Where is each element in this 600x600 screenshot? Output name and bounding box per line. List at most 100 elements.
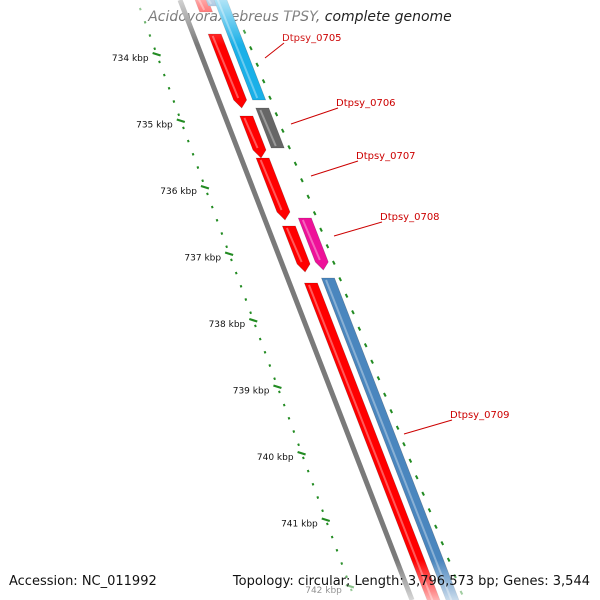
- bottom-fade: [250, 560, 470, 600]
- ruler-dot: [182, 126, 185, 130]
- outer-ring-dot: [325, 244, 330, 249]
- ruler-dot: [186, 139, 190, 143]
- ruler-major-tick: [224, 251, 234, 257]
- genome-summary-text: Topology: circular; Length: 3,796,573 bp…: [232, 574, 590, 589]
- outer-ring-dot: [319, 227, 323, 232]
- feature-layer: [194, 0, 460, 600]
- ruler-dot: [282, 403, 286, 407]
- ruler-dot: [220, 232, 224, 235]
- ruler-tick-label: 737 kbp: [184, 254, 221, 264]
- outer-ring-dot: [351, 310, 355, 315]
- outer-ring-dot: [274, 112, 279, 117]
- gene-label-dtpsy-0709: Dtpsy_0709: [450, 410, 510, 421]
- ruler-major-tick: [248, 317, 258, 323]
- ruler-major-tick: [200, 184, 210, 190]
- ruler-tick-label: 734 kbp: [112, 54, 149, 64]
- ruler-dot: [321, 509, 324, 513]
- ruler-dot: [330, 535, 334, 539]
- ruler-dot: [287, 416, 291, 420]
- top-fade: [120, 0, 320, 45]
- gene-leader-line: [403, 419, 453, 435]
- outer-ring-dot: [408, 458, 413, 463]
- cds-feature-highlight: [286, 227, 303, 263]
- gene-feature-dtpsy-0709: [321, 277, 460, 600]
- ruler-dot: [158, 60, 161, 64]
- outer-ring-dot: [395, 425, 400, 430]
- outer-ring-dot: [306, 194, 311, 199]
- gene-feature-dtpsy-0706-highlight: [259, 109, 277, 147]
- backbone-layer: [177, 0, 415, 600]
- outer-ring-dot: [357, 326, 362, 331]
- cds-feature-highlight: [259, 159, 283, 211]
- accession-text: Accession: NC_011992: [9, 574, 157, 589]
- label-layer: Dtpsy_0705Dtpsy_0706Dtpsy_0707Dtpsy_0708…: [264, 33, 510, 435]
- backbone-line: [177, 0, 415, 600]
- gene-feature-dtpsy-0708-highlight: [301, 219, 321, 261]
- ruler-dot: [263, 350, 267, 354]
- ruler-dot: [326, 522, 329, 526]
- outer-ring-dot: [434, 524, 438, 529]
- ruler-dot: [302, 456, 305, 460]
- ruler-dot: [210, 205, 214, 209]
- ruler-layer: 734 kbp 735 kbp 736 kbp 737 kbp 738 kbp 739 k…: [112, 7, 464, 596]
- outer-ring-dot: [427, 508, 432, 513]
- cds-feature-highlight: [243, 117, 259, 149]
- gene-label-dtpsy-0706: Dtpsy_0706: [336, 98, 396, 109]
- outer-ring-dot: [268, 95, 272, 100]
- cds-feature: [281, 225, 311, 273]
- outer-ring-dot: [421, 491, 425, 496]
- outer-ring-dot: [255, 62, 260, 67]
- outer-ring-dot: [402, 442, 406, 447]
- ruler-dot: [239, 284, 243, 288]
- ruler-major-tick: [273, 384, 282, 390]
- ruler-dot: [153, 47, 157, 51]
- outer-ring-dot: [363, 343, 368, 348]
- ruler-tick-label: 739 kbp: [233, 387, 270, 397]
- ruler-dot: [335, 548, 339, 552]
- outer-ring-dot: [370, 359, 374, 364]
- ruler-dot: [234, 271, 238, 275]
- ruler-dot: [292, 430, 296, 433]
- cds-feature: [255, 157, 291, 221]
- ruler-dot: [162, 73, 166, 77]
- ruler-dot: [196, 166, 200, 169]
- outer-ring-dot: [293, 161, 298, 166]
- ruler-dot: [268, 364, 272, 367]
- ruler-major-tick: [176, 118, 186, 124]
- ruler-dot: [177, 113, 181, 117]
- ruler-dot: [297, 443, 300, 447]
- ruler-dot: [306, 469, 310, 473]
- outer-ring-dot: [338, 277, 342, 282]
- ruler-dot: [273, 377, 276, 381]
- ruler-dot: [258, 337, 262, 341]
- ruler-major-tick: [152, 51, 161, 57]
- ruler-dot: [316, 496, 320, 499]
- outer-ring-dot: [249, 46, 253, 51]
- gene-leader-line: [264, 42, 285, 59]
- gene-label-dtpsy-0708: Dtpsy_0708: [380, 212, 440, 223]
- outer-ring-dot: [261, 79, 266, 84]
- outer-ring-dot: [383, 392, 387, 397]
- cds-feature: [239, 115, 267, 159]
- ruler-dot: [215, 218, 219, 222]
- ruler-dot: [311, 482, 315, 486]
- gene-feature-dtpsy-0708: [297, 217, 329, 271]
- gene-leader-line: [333, 221, 383, 237]
- ruler-dot: [244, 298, 248, 301]
- outer-ring-dot: [389, 409, 394, 414]
- gene-feature-dtpsy-0709-highlight: [325, 279, 453, 600]
- ruler-dot: [191, 152, 195, 156]
- ruler-dot: [172, 100, 176, 103]
- ruler-dot: [201, 179, 204, 183]
- gene-leader-line: [290, 107, 339, 125]
- gene-label-dtpsy-0707: Dtpsy_0707: [356, 151, 416, 162]
- ruler-dot: [249, 311, 252, 315]
- ruler-dot: [225, 245, 228, 249]
- ruler-tick-label: 741 kbp: [281, 520, 318, 530]
- ruler-dot: [167, 86, 171, 90]
- ruler-tick-label: 735 kbp: [136, 121, 173, 131]
- outer-ring-dot: [287, 145, 291, 150]
- ruler-dot: [230, 258, 233, 262]
